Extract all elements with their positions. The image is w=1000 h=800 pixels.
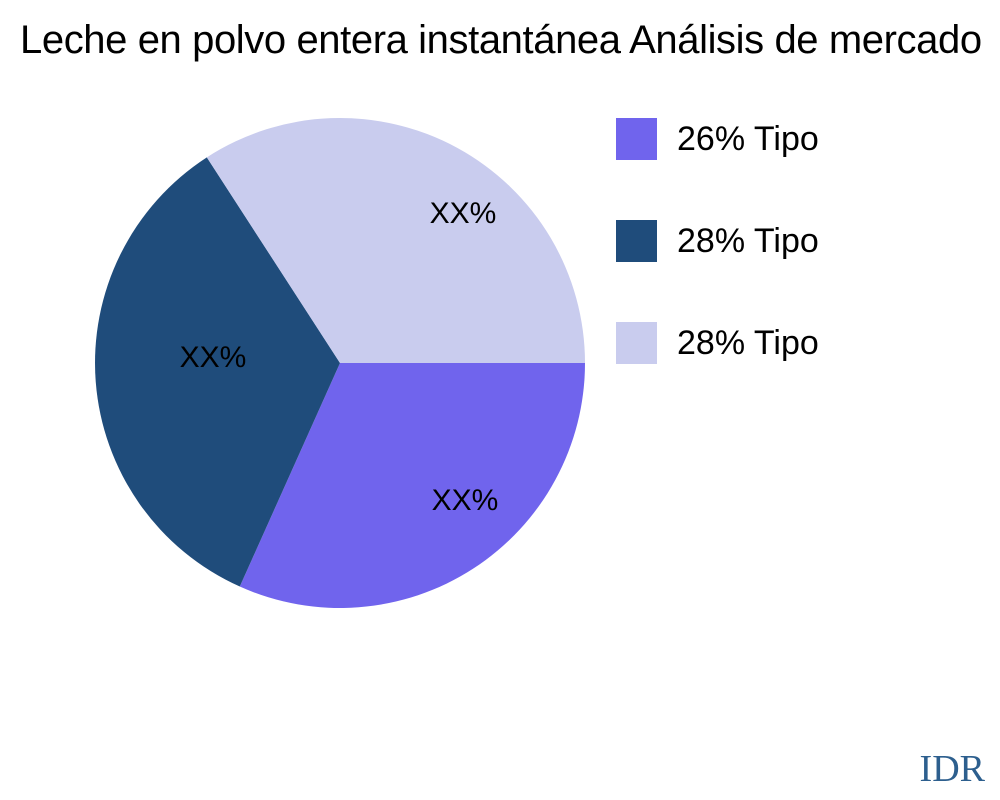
- legend-swatch: [616, 118, 657, 160]
- legend-label: 28% Tipo: [677, 221, 819, 260]
- legend-item: 26% Tipo: [616, 118, 819, 160]
- legend-label: 28% Tipo: [677, 323, 819, 362]
- pie-slice: [206, 118, 585, 363]
- legend-item: 28% Tipo: [616, 220, 819, 262]
- legend: 26% Tipo 28% Tipo 28% Tipo: [616, 118, 819, 424]
- pie-slice: [95, 157, 340, 587]
- slice-label: XX%: [429, 197, 497, 230]
- chart-title: Leche en polvo entera instantánea Anális…: [20, 18, 982, 62]
- slice-label: XX%: [431, 484, 499, 517]
- slice-label: XX%: [179, 341, 247, 374]
- legend-label: 26% Tipo: [677, 119, 819, 158]
- legend-item: 28% Tipo: [616, 322, 819, 364]
- pie-chart: [95, 118, 585, 608]
- brand-watermark: IDR: [919, 748, 985, 790]
- pie-slice: [239, 363, 585, 608]
- legend-swatch: [616, 322, 657, 364]
- legend-swatch: [616, 220, 657, 262]
